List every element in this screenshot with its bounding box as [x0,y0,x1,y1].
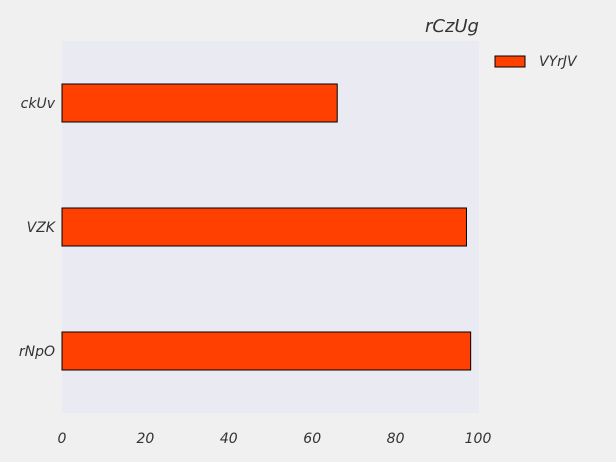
legend-swatch [494,55,526,68]
legend[interactable]: VYrJV [494,54,578,70]
x-tick-label: 60 [303,431,321,447]
bar-VZK[interactable] [61,207,467,247]
chart-title: rCzUg [425,16,479,37]
y-tick-labels: ckUv VZK rNpO [19,96,57,360]
y-tick-label: ckUv [21,96,56,112]
x-tick-label: 40 [220,431,238,447]
x-tick-label: 100 [465,431,492,447]
y-tick-label: rNpO [19,344,55,360]
y-tick-label: VZK [27,220,57,236]
bars-group [61,83,472,371]
x-tick-label: 80 [387,431,405,447]
x-tick-labels: 0 20 40 60 80 100 [58,431,492,447]
bar-rNpO[interactable] [61,331,472,371]
x-tick-label: 20 [136,431,154,447]
x-tick-label: 0 [58,431,67,447]
bar-ckUv[interactable] [61,83,338,123]
legend-label: VYrJV [539,54,578,70]
